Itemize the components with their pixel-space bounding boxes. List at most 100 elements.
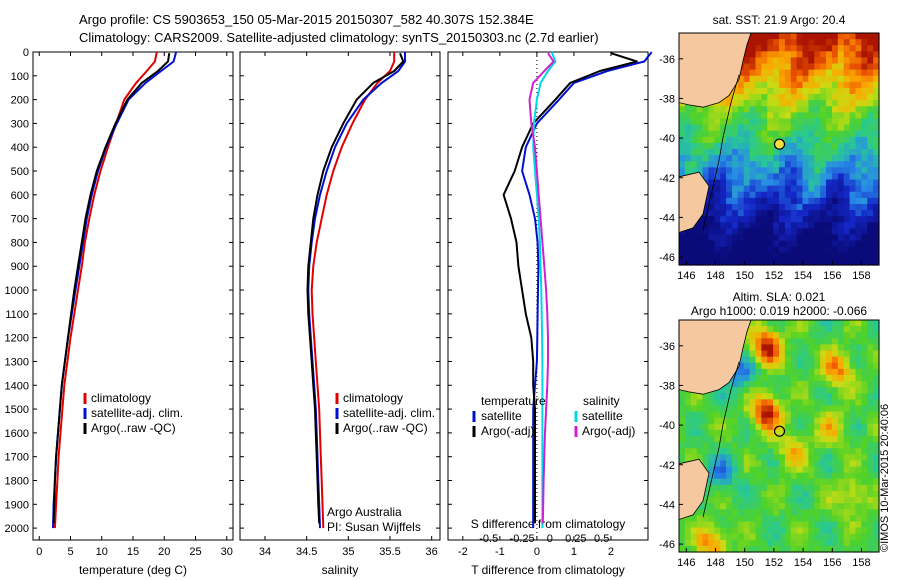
map-cell [849, 81, 857, 89]
map-cell [796, 490, 804, 498]
map-cell [873, 320, 880, 327]
map-cell [796, 112, 804, 120]
map-cell [867, 258, 874, 266]
map-cell [873, 240, 880, 248]
map-cell [731, 179, 739, 187]
map-cell [831, 326, 839, 333]
map-cell [749, 81, 757, 89]
map-cell [737, 497, 745, 504]
map-cell [696, 503, 704, 510]
map-cell [843, 155, 851, 162]
map-cell [679, 161, 686, 168]
map-cell [796, 533, 804, 541]
map-cell [837, 356, 845, 364]
map-cell [826, 149, 833, 156]
map-cell [773, 393, 780, 400]
map-cell [814, 484, 821, 492]
map-cell [814, 436, 821, 443]
map-cell [761, 234, 768, 242]
map-cell [826, 33, 833, 40]
map-cell [731, 149, 739, 156]
map-cell [843, 106, 851, 113]
map-cell [802, 39, 810, 46]
map-cell [696, 515, 704, 523]
map-cell [779, 490, 786, 498]
map-cell [720, 539, 727, 547]
map-cell [808, 417, 815, 425]
map-cell [743, 197, 751, 205]
map-cell [714, 167, 721, 175]
map-cell [696, 521, 704, 529]
legend-label: satellite [582, 409, 623, 423]
map-cell [679, 539, 686, 547]
map-cell [861, 448, 868, 455]
map-cell [861, 527, 868, 535]
map-cell [820, 100, 827, 107]
map-cell [820, 136, 827, 144]
map-cell [702, 142, 710, 150]
map-cell [808, 106, 815, 113]
map-cell [755, 45, 762, 52]
map-cell [867, 124, 874, 132]
map-cell [749, 240, 757, 248]
map-cell [779, 527, 786, 535]
map-cell [849, 344, 857, 352]
map-cell [808, 63, 815, 71]
map-cell [820, 258, 827, 266]
map-cell [773, 75, 780, 83]
map-cell [743, 216, 751, 223]
map-cell [849, 466, 857, 474]
map-cell [714, 106, 721, 113]
s-diff-tick-label: 0.25 [565, 533, 586, 545]
map-cell [802, 442, 810, 449]
map-cell [831, 155, 839, 162]
map-cell [837, 167, 845, 175]
map-cell [802, 75, 810, 83]
map-cell [790, 118, 798, 126]
map-cell [761, 228, 768, 236]
map-cell [843, 545, 851, 553]
map-cell [867, 106, 874, 113]
map-cell [867, 69, 874, 77]
map-cell [861, 155, 868, 162]
map-cell [731, 417, 739, 425]
map-cell [749, 521, 757, 529]
map-cell [761, 45, 768, 52]
map-cell [831, 228, 839, 236]
map-cell [743, 533, 751, 541]
map-cell [873, 374, 880, 382]
map-cell [784, 222, 792, 229]
map-cell [796, 118, 804, 126]
map-cell [814, 45, 821, 52]
map-cell [831, 533, 839, 541]
map-cell [773, 466, 780, 474]
map-cell [837, 387, 845, 394]
map-cell [720, 490, 727, 498]
map-cell [831, 161, 839, 168]
map-cell [826, 124, 833, 132]
map-cell [714, 515, 721, 523]
map-cell [773, 51, 780, 59]
map-cell [708, 527, 715, 535]
map-cell [867, 497, 874, 504]
map-cell [714, 112, 721, 120]
map-cell [873, 411, 880, 419]
map-cell [737, 136, 745, 144]
legend-heading: temperature [481, 394, 546, 408]
map-cell [867, 87, 874, 95]
map-cell [837, 222, 845, 229]
map-cell [820, 106, 827, 113]
map-cell [820, 356, 827, 364]
map-cell [790, 503, 798, 510]
map-cell [708, 503, 715, 510]
map-cell [708, 490, 715, 498]
map-cell [737, 429, 745, 437]
map-cell [837, 429, 845, 437]
legend-label: satellite-adj. clim. [91, 406, 183, 420]
map-cell [790, 515, 798, 523]
map-cell [843, 503, 851, 510]
map-cell [779, 106, 786, 113]
map-cell [867, 118, 874, 126]
map-cell [767, 136, 774, 144]
map-cell [773, 130, 780, 138]
